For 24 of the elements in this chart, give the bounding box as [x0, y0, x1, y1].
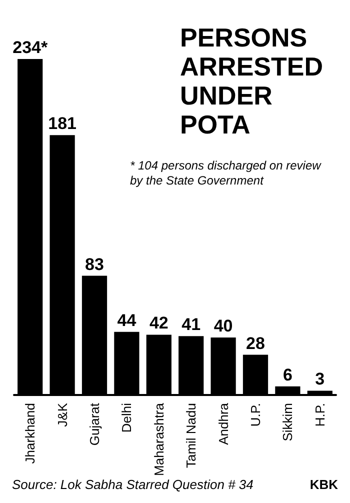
text: KBK: [310, 477, 339, 492]
x-tick-label: Gujarat: [87, 402, 102, 446]
x-tick-label: Sikkim: [280, 403, 296, 442]
data-label: 44: [117, 310, 137, 330]
x-tick-label: U.P.: [248, 403, 263, 427]
x-tick-label: Delhi: [119, 402, 134, 433]
data-label: 42: [149, 314, 168, 333]
data-label: 234*: [12, 38, 48, 57]
data-label: 181: [48, 114, 76, 134]
data-label: 6: [282, 365, 292, 384]
data-label: 3: [315, 370, 325, 389]
data-label: 40: [214, 316, 233, 336]
x-tick-label: H.P.: [312, 403, 328, 427]
source-note: Source: Lok Sabha Starred Question # 34: [12, 477, 254, 492]
data-label: 83: [85, 254, 104, 274]
data-label: 41: [182, 315, 201, 334]
x-tick-label: Jharkhand: [22, 403, 38, 464]
chart-title: PERSONS ARRESTED UNDER POTA: [180, 22, 324, 140]
x-tick-label: Tamil Nadu: [184, 403, 199, 468]
annotation: * 104 persons discharged on review by the State Government: [130, 158, 324, 188]
x-tick-label: Maharashtra: [151, 402, 166, 476]
x-tick-label: J&K: [54, 402, 70, 427]
data-label: 28: [246, 334, 265, 353]
x-tick-label: Andhra: [216, 402, 231, 445]
